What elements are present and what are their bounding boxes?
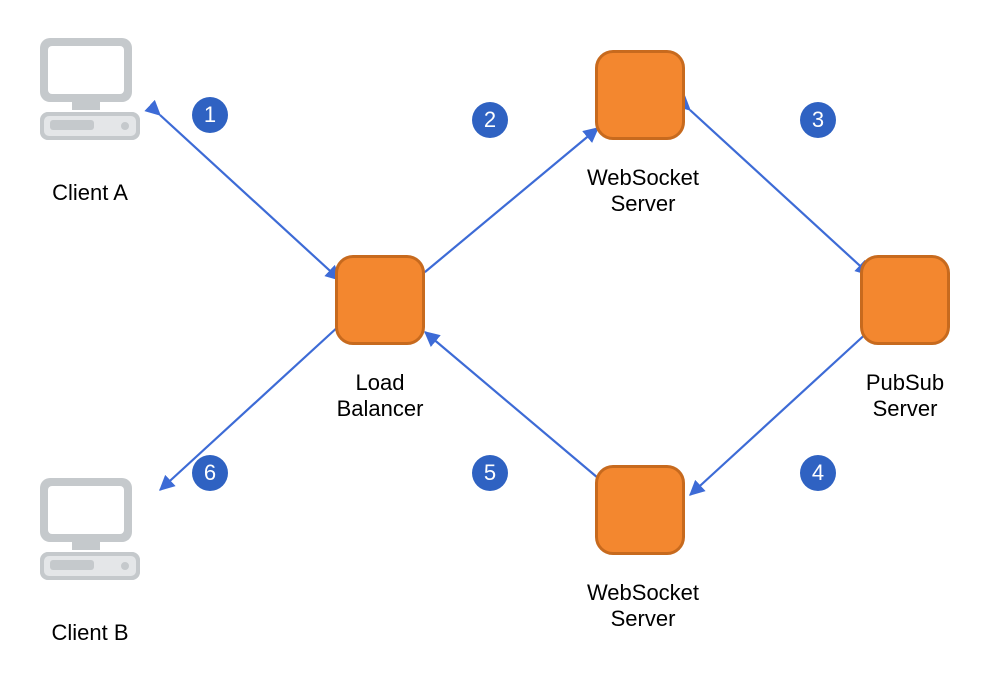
label-clientB: Client B	[10, 620, 170, 646]
edge-1	[160, 115, 340, 280]
label-ws1: WebSocket Server	[563, 165, 723, 218]
node-lb	[335, 255, 425, 345]
diagram-stage: { "canvas": { "width": 1000, "height": 6…	[0, 0, 1000, 689]
label-pubsub: PubSub Server	[825, 370, 985, 423]
client-computer-icon	[30, 470, 150, 590]
step-badge-2: 2	[472, 102, 508, 138]
step-badge-3: 3	[800, 102, 836, 138]
step-badge-4: 4	[800, 455, 836, 491]
node-pubsub	[860, 255, 950, 345]
step-badge-5: 5	[472, 455, 508, 491]
label-lb: Load Balancer	[300, 370, 460, 423]
client-computer-icon	[30, 30, 150, 150]
node-ws2	[595, 465, 685, 555]
label-clientA: Client A	[10, 180, 170, 206]
label-ws2: WebSocket Server	[563, 580, 723, 633]
step-badge-6: 6	[192, 455, 228, 491]
node-ws1	[595, 50, 685, 140]
step-badge-1: 1	[192, 97, 228, 133]
edges-layer	[0, 0, 1000, 689]
